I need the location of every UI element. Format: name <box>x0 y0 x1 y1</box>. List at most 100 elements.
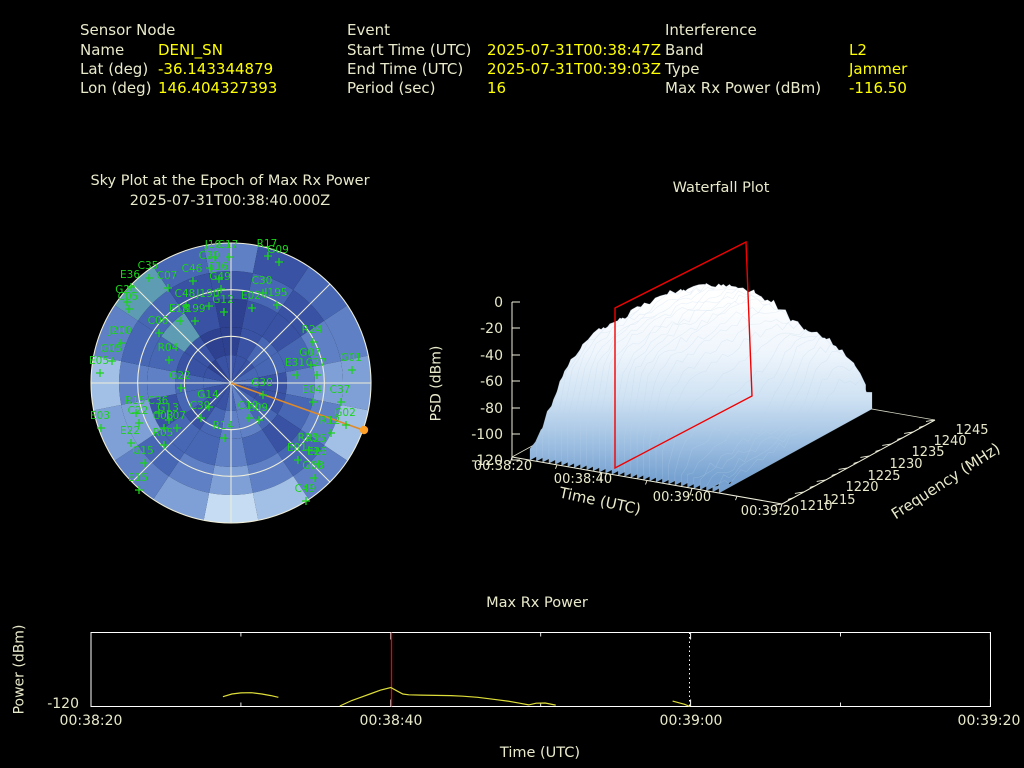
satellite-label: J200 <box>107 325 131 337</box>
satellite-marker <box>173 424 181 432</box>
sky-heatmap-cell <box>241 429 278 466</box>
tick-label: 00:39:00 <box>660 713 723 729</box>
sky-heatmap-cell <box>231 367 259 383</box>
sky-heatmap-cell <box>176 388 208 415</box>
sky-heatmap-cell <box>153 476 210 521</box>
tick-label: 1235 <box>911 445 944 460</box>
max-rx-power-value: -116.50 <box>849 79 907 97</box>
freq-tick <box>809 485 815 488</box>
satellite-marker <box>132 409 140 417</box>
waterfall-surface-slice <box>712 365 866 493</box>
satellite-marker <box>245 414 253 422</box>
freq-tick <box>897 437 903 440</box>
sensor-name-row: Name DENI_SN <box>80 40 277 59</box>
satellite-marker <box>310 474 318 482</box>
satellite-marker <box>97 424 105 432</box>
sky-heatmap-cell <box>199 328 226 360</box>
tick-label: 00:38:20 <box>60 713 123 729</box>
satellite-marker <box>177 384 185 392</box>
satellite-marker <box>155 329 163 337</box>
freq-tick <box>904 431 914 434</box>
satellite-label: C27 <box>306 357 327 369</box>
sky-heatmap-cell <box>168 273 215 314</box>
tick-label: -20 <box>480 321 503 337</box>
freq-tick <box>794 491 804 494</box>
satellite-marker <box>210 253 218 261</box>
satellite-marker <box>182 302 190 310</box>
sky-heatmap-cell <box>236 328 263 360</box>
satellite-marker <box>342 421 350 429</box>
satellite-marker <box>217 285 225 293</box>
satellite-marker <box>294 456 302 464</box>
satellite-label: G22 <box>169 370 191 382</box>
lat-label: Lat (deg) <box>80 60 149 78</box>
lon-label: Lon (deg) <box>80 79 152 97</box>
sky-heatmap-cell <box>153 245 210 290</box>
sky-heatmap-cell <box>148 393 185 430</box>
satellite-marker <box>206 264 214 272</box>
satellite-marker <box>259 391 267 399</box>
satellite-label: C46 <box>182 263 203 275</box>
satellite-marker <box>275 258 283 266</box>
time-tick <box>779 503 783 512</box>
event-title: Event <box>347 21 390 39</box>
power-series <box>222 692 279 698</box>
satellite-marker <box>248 304 256 312</box>
tick-label: 00:39:00 <box>653 490 711 505</box>
satellite-marker <box>197 414 205 422</box>
satellite-label: E03 <box>90 410 110 422</box>
satellite-marker <box>135 419 143 427</box>
epoch-marker-quad <box>614 240 753 470</box>
sky-heatmap-cell <box>277 336 314 373</box>
satellite-label: C20 <box>199 250 220 262</box>
tick-label: 1210 <box>799 499 832 514</box>
start-time-value: 2025-07-31T00:38:47Z <box>487 41 661 59</box>
satellite-marker <box>313 447 321 455</box>
start-time-label: Start Time (UTC) <box>347 41 472 59</box>
tick-label: 1215 <box>822 493 855 508</box>
sky-heatmap-cell <box>231 383 259 399</box>
satellite-label: C39 <box>190 400 211 412</box>
interference-type-row: Type Jammer <box>665 59 907 78</box>
tick-label: 00:38:40 <box>360 713 423 729</box>
satellite-marker <box>273 301 281 309</box>
satellite-label: G13 <box>157 402 179 414</box>
event-start-row: Start Time (UTC) 2025-07-31T00:38:47Z <box>347 40 661 59</box>
satellite-marker <box>117 339 125 347</box>
period-value: 16 <box>487 79 507 97</box>
tick-label: -120 <box>471 453 503 469</box>
satellite-marker <box>255 416 263 424</box>
satellite-label: R25 <box>306 433 327 445</box>
freq-tick <box>875 449 881 452</box>
freq-tick <box>816 479 826 482</box>
satellite-label: G21 <box>115 284 137 296</box>
tick-label: 00:39:20 <box>958 713 1021 729</box>
satellite-label: C37 <box>330 384 351 396</box>
satellite-label: R05 <box>153 427 174 439</box>
jammer-bearing-line <box>230 382 364 431</box>
sky-heatmap-cell <box>184 300 221 337</box>
satellite-marker <box>108 357 116 365</box>
satellite-marker <box>220 308 228 316</box>
satellite-marker <box>305 446 313 454</box>
sky-heatmap-cell <box>324 404 369 461</box>
satellite-marker <box>220 434 228 442</box>
waterfall-title: Waterfall Plot <box>672 180 770 196</box>
satellite-marker <box>215 275 223 283</box>
satellite-marker <box>292 371 300 379</box>
satellite-label: E05 <box>89 355 109 367</box>
name-label: Name <box>80 41 125 59</box>
satellite-label: G14 <box>197 389 219 401</box>
satellite-label: C36 <box>148 395 169 407</box>
sky-heatmap-cell <box>184 429 221 466</box>
satellite-marker <box>307 361 315 369</box>
satellite-label: C30 <box>252 275 273 287</box>
max-rx-power-plot: 00:38:20 00:38:40 00:39:00 00:39:20 -120 <box>47 632 1021 729</box>
tick-label: -100 <box>471 427 503 443</box>
satellite-label: R14 <box>213 420 234 432</box>
satellite-marker <box>164 284 172 292</box>
satellite-label: J190 <box>195 288 219 300</box>
event-panel: Event Start Time (UTC) 2025-07-31T00:38:4… <box>347 21 661 97</box>
tick-label: 1225 <box>867 469 900 484</box>
